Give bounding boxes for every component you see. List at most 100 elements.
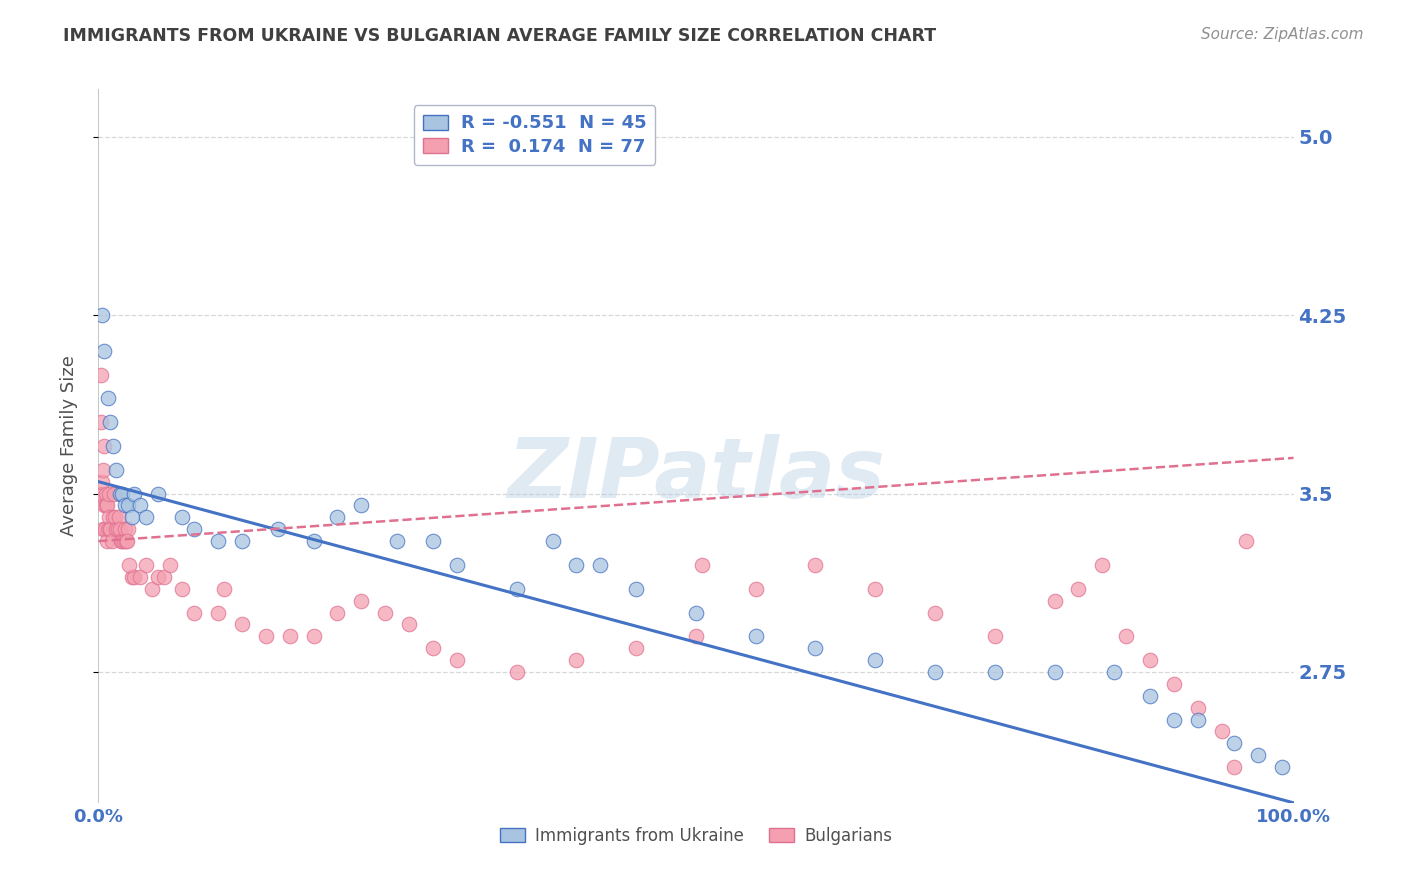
Point [506,582,529,596]
Text: Source: ZipAtlas.com: Source: ZipAtlas.com [1201,27,1364,42]
Point [135,558,157,572]
Point [100,534,122,549]
Point [135,510,157,524]
Point [326,510,349,524]
Point [984,629,1007,643]
Point [90,368,112,382]
Point [984,665,1007,679]
Point [121,510,143,524]
Point [172,510,194,524]
Point [278,629,301,643]
Point [107,510,129,524]
Point [350,593,373,607]
Point [98,415,122,429]
Point [105,522,128,536]
Point [98,510,121,524]
Point [207,534,229,549]
Point [924,606,946,620]
Point [94,499,117,513]
Point [97,392,120,406]
Point [93,439,115,453]
Point [104,510,127,524]
Point [172,582,194,596]
Point [685,606,707,620]
Point [101,510,124,524]
Point [89,486,111,500]
Point [565,653,588,667]
Point [865,582,887,596]
Point [91,522,114,536]
Point [685,629,707,643]
Point [96,499,118,513]
Point [1139,689,1161,703]
Point [212,582,235,596]
Point [374,606,396,620]
Point [115,534,138,549]
Point [114,522,136,536]
Point [626,582,648,596]
Point [91,308,114,322]
Point [1271,760,1294,774]
Point [153,570,176,584]
Point [97,486,120,500]
Point [111,486,134,500]
Point [254,629,277,643]
Point [1211,724,1233,739]
Point [183,606,205,620]
Point [124,570,146,584]
Point [124,486,146,500]
Point [110,534,132,549]
Point [865,653,887,667]
Point [565,558,588,572]
Legend: Immigrants from Ukraine, Bulgarians: Immigrants from Ukraine, Bulgarians [494,821,898,852]
Text: IMMIGRANTS FROM UKRAINE VS BULGARIAN AVERAGE FAMILY SIZE CORRELATION CHART: IMMIGRANTS FROM UKRAINE VS BULGARIAN AVE… [63,27,936,45]
Point [96,534,118,549]
Point [1163,677,1185,691]
Point [398,617,420,632]
Point [302,534,325,549]
Point [93,343,115,358]
Point [207,606,229,620]
Point [690,558,713,572]
Point [117,522,139,536]
Point [1187,713,1209,727]
Point [446,653,468,667]
Y-axis label: Average Family Size: Average Family Size [59,356,77,536]
Point [159,558,181,572]
Point [924,665,946,679]
Point [422,534,444,549]
Point [385,534,409,549]
Point [94,522,117,536]
Point [97,522,120,536]
Point [1247,748,1270,763]
Point [446,558,468,572]
Point [745,582,768,596]
Point [96,486,118,500]
Point [115,534,138,549]
Point [89,486,111,500]
Point [148,570,170,584]
Point [98,522,121,536]
Point [1043,665,1066,679]
Point [1163,713,1185,727]
Point [541,534,564,549]
Point [108,522,131,536]
Point [1104,665,1126,679]
Point [114,499,136,513]
Point [1091,558,1114,572]
Point [1187,700,1209,714]
Point [804,641,827,656]
Point [1115,629,1137,643]
Point [183,522,205,536]
Point [1223,736,1246,750]
Point [231,617,253,632]
Point [129,499,152,513]
Point [1234,534,1257,549]
Point [506,665,529,679]
Point [111,534,134,549]
Point [117,499,139,513]
Point [326,606,349,620]
Point [302,629,325,643]
Point [108,486,131,500]
Point [112,534,135,549]
